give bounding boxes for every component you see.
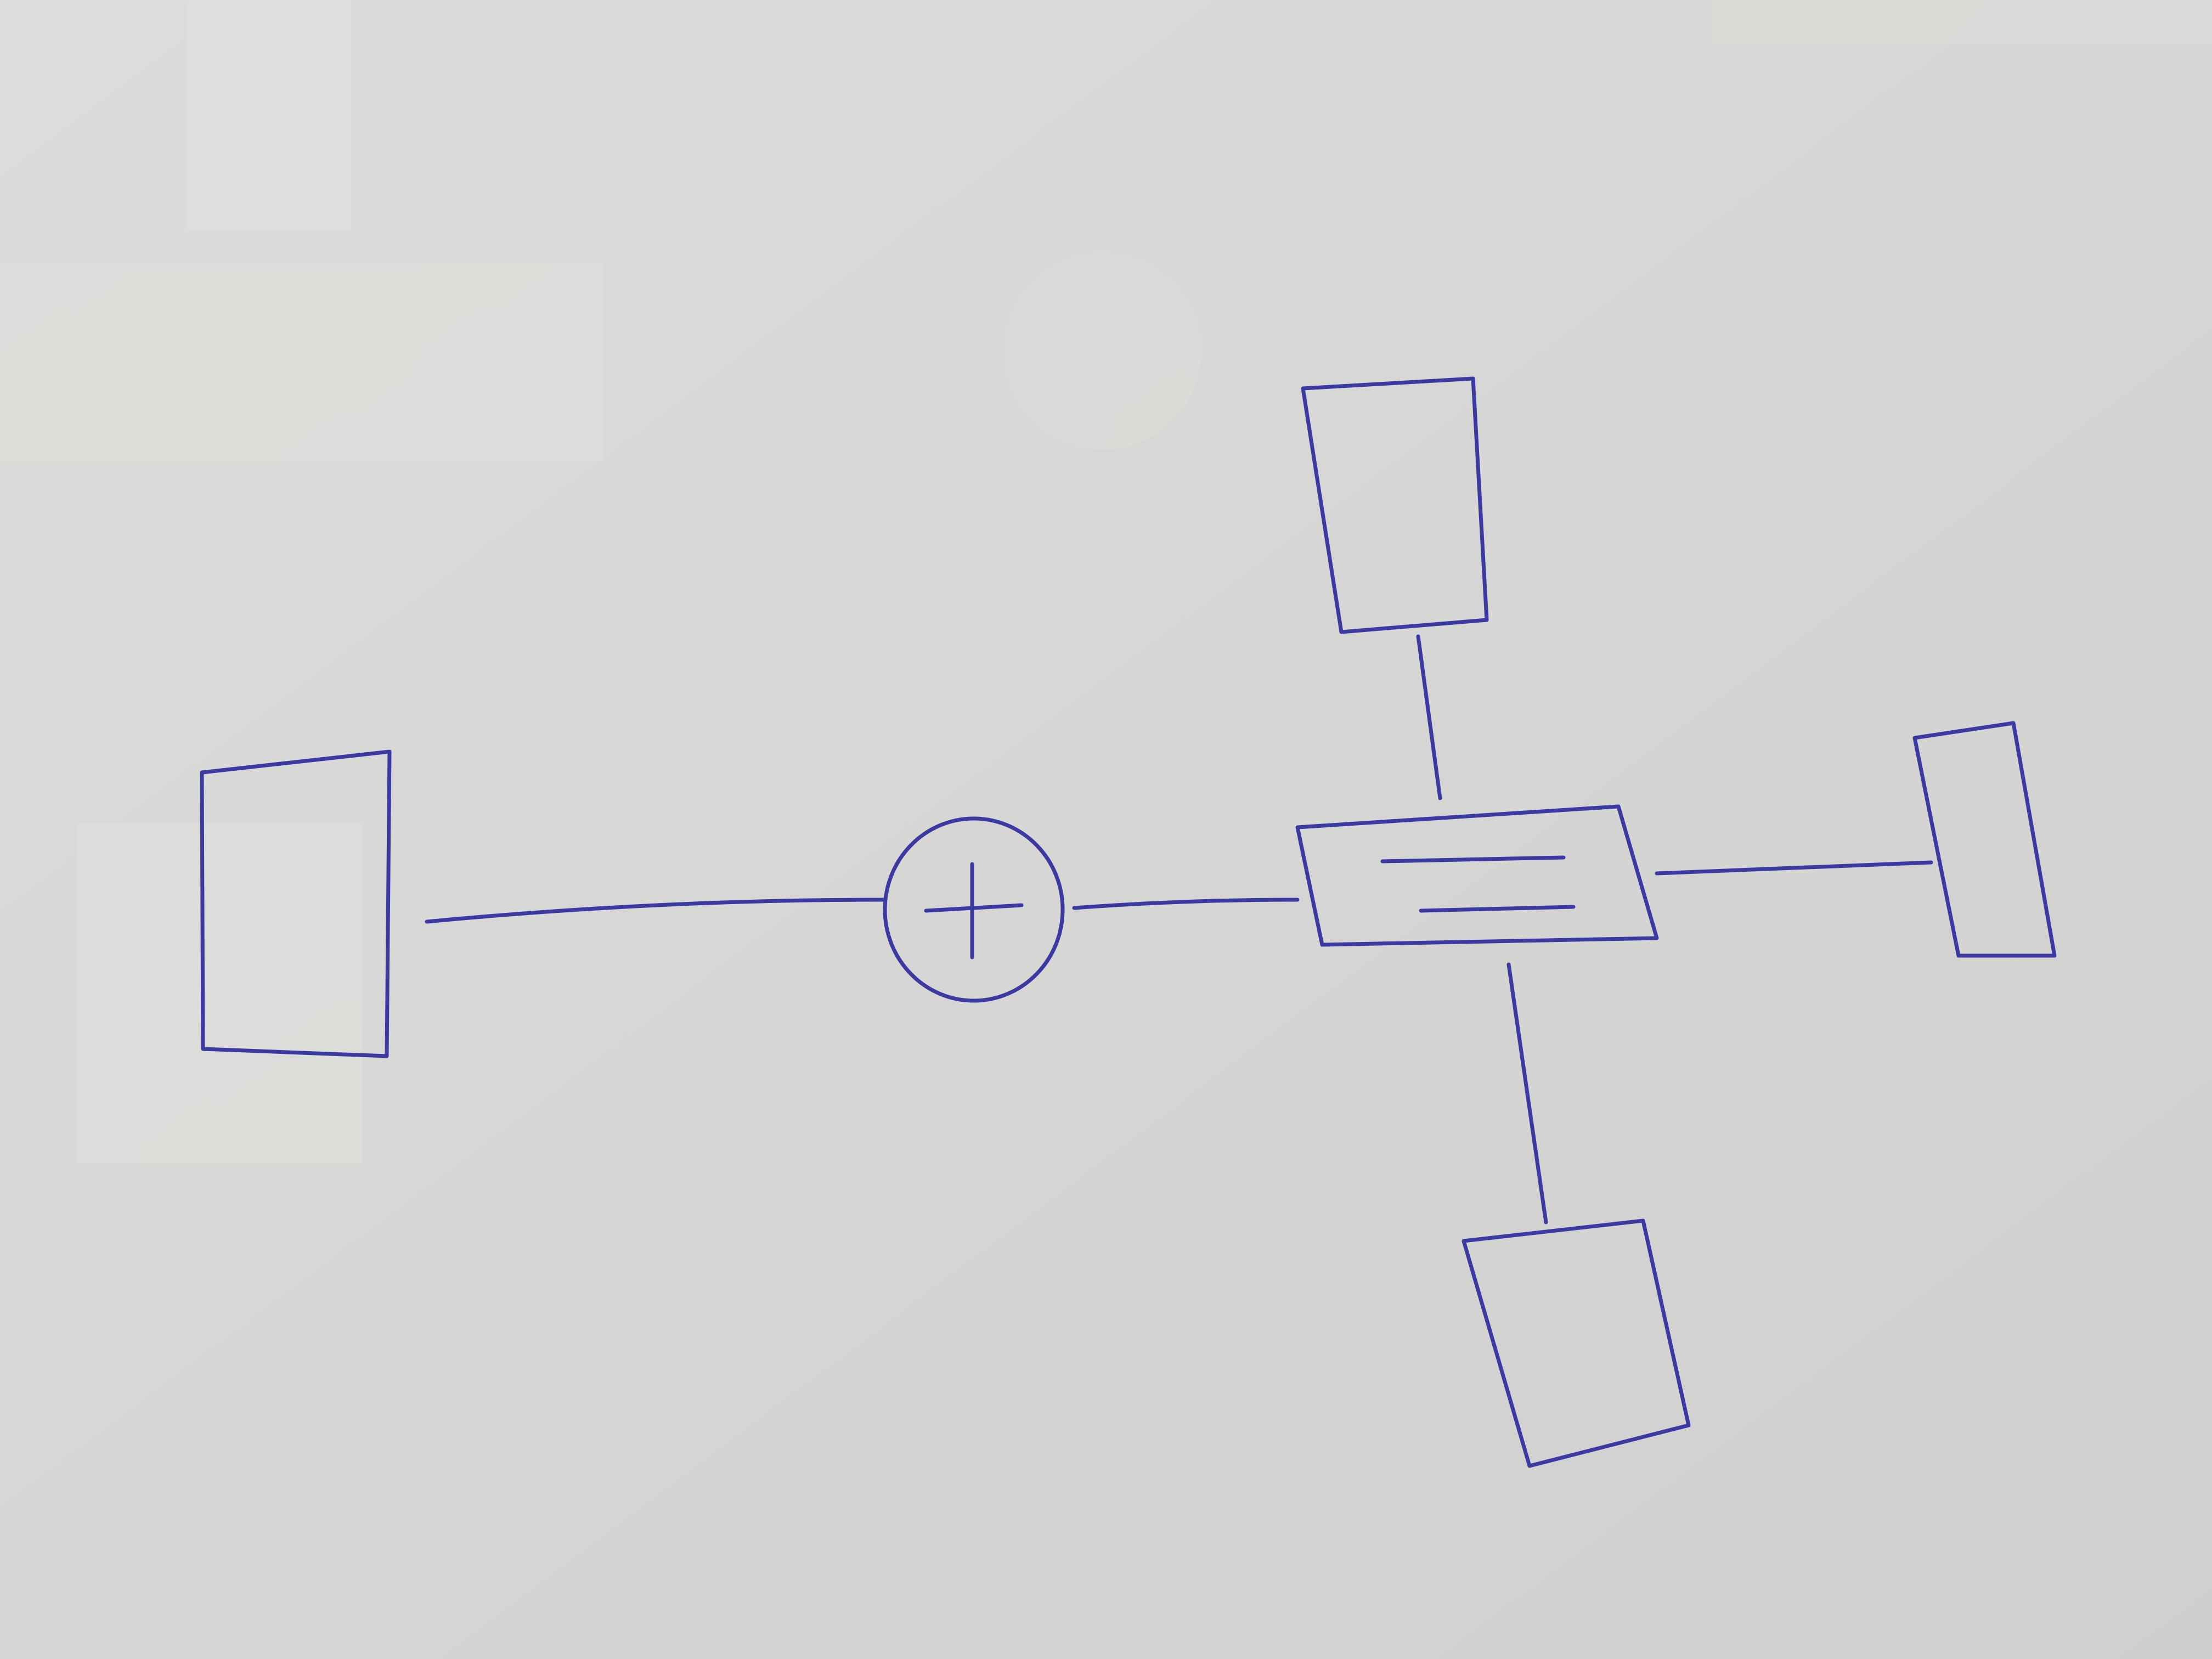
edge-hub-to-bottom (1506, 962, 1548, 1224)
edge-left-to-sum (425, 898, 885, 924)
equals-icon (1380, 855, 1576, 913)
box-bottom (1462, 1218, 1691, 1468)
box-left (200, 749, 392, 1058)
plus-icon (924, 862, 1024, 960)
edge-sum-to-hub (1072, 898, 1300, 910)
ink-strokes (200, 376, 2057, 1468)
edge-hub-to-top (1416, 634, 1442, 800)
hub-box (1295, 804, 1659, 947)
paper-texture (0, 0, 2212, 1163)
edge-hub-to-right (1655, 860, 1933, 876)
box-top (1301, 376, 1489, 634)
sum-junction-circle (883, 816, 1065, 1003)
box-right (1912, 721, 2057, 958)
